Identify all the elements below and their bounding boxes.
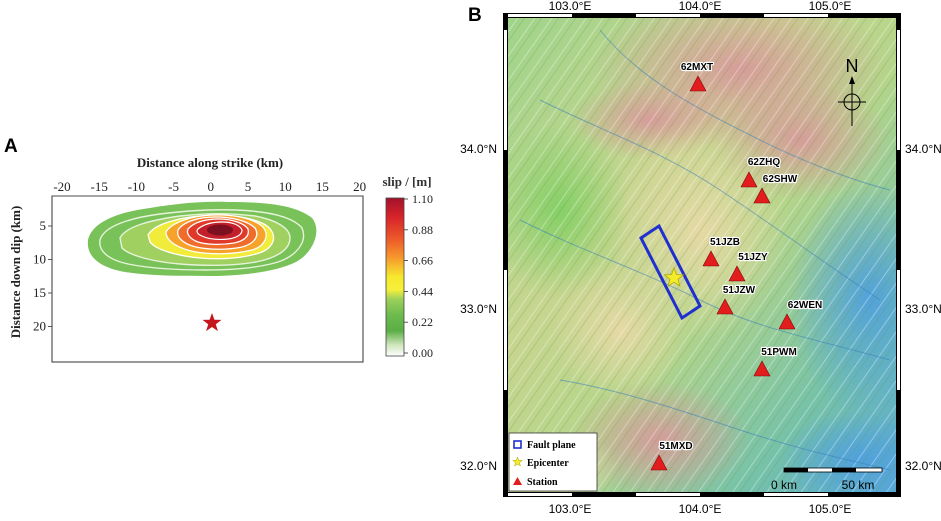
map-legend: Fault plane Epicenter Station [508, 432, 598, 492]
station-triangle [740, 171, 758, 188]
station-label: 51JZB [710, 237, 740, 248]
scale-end-label: 50 km [842, 478, 875, 492]
longitude-labels-bottom: 103.0°E 104.0°E 105.0°E [549, 502, 852, 516]
y-tick-labels: 5 10 15 20 [33, 218, 52, 334]
map-frame-border [504, 14, 900, 496]
y-tick-label: 20 [33, 319, 46, 334]
y-tick-label: 15 [33, 285, 46, 300]
station-51jzb: 51JZB [702, 236, 741, 267]
x-tick-label: 15 [316, 179, 329, 194]
lat-label-left: 32.0°N [460, 459, 497, 473]
y-tick-label: 10 [33, 252, 46, 267]
x-tick-label: 20 [353, 179, 366, 194]
lat-label-left: 33.0°N [460, 302, 497, 316]
station-label: 62SHW [763, 174, 798, 185]
lat-label-right: 34.0°N [905, 142, 941, 156]
legend-fault-plane: Fault plane [527, 440, 576, 451]
x-tick-label: -5 [168, 179, 179, 194]
panel-a: A Distance along strike (km) -20 -15 -10 -5… [4, 136, 433, 363]
latitude-labels-right: 34.0°N 33.0°N 32.0°N [905, 142, 941, 473]
north-label: N [846, 56, 859, 76]
station-label: 62MXT [681, 62, 713, 73]
lat-label-right: 32.0°N [905, 459, 941, 473]
x-tick-label: -20 [53, 179, 70, 194]
colorbar-tick-label: 1.10 [412, 192, 433, 206]
fault-plane-legend-icon [513, 440, 522, 449]
station-triangle [753, 187, 771, 204]
colorbar-tick-labels: 1.10 0.88 0.66 0.44 0.22 0.00 [404, 192, 433, 360]
station-51jzy: 51JZY [728, 251, 769, 282]
slip-distribution [87, 201, 317, 276]
lon-label-top: 105.0°E [809, 0, 852, 13]
colorbar-tick-label: 0.88 [412, 223, 433, 237]
x-tick-label: 5 [245, 179, 252, 194]
panel-b-label: B [468, 5, 482, 26]
station-label: 51MXD [659, 441, 692, 452]
station-label: 51JZY [738, 252, 768, 263]
colorbar-tick-label: 0.44 [412, 284, 433, 298]
lat-label-right: 33.0°N [905, 302, 941, 316]
station-label: 51PWM [761, 347, 797, 358]
x-axis-title: Distance along strike (km) [137, 155, 283, 170]
colorbar-tick-label: 0.00 [412, 346, 433, 360]
colorbar-tick-label: 0.22 [412, 315, 433, 329]
panel-a-label: A [4, 136, 18, 157]
lon-label-bottom: 104.0°E [679, 502, 722, 516]
lon-label-bottom: 105.0°E [809, 502, 852, 516]
y-tick-label: 5 [40, 218, 47, 233]
station-triangle [689, 75, 707, 92]
epicenter-star-b [663, 266, 685, 288]
station-51mxd: 51MXD [650, 440, 694, 471]
station-triangle [728, 265, 746, 282]
lon-label-top: 104.0°E [679, 0, 722, 13]
station-label: 51JZW [723, 285, 756, 296]
station-label: 62WEN [788, 300, 822, 311]
x-tick-label: 10 [279, 179, 292, 194]
station-legend-icon [513, 477, 522, 485]
station-triangle [716, 298, 734, 315]
legend-station: Station [527, 477, 558, 488]
x-tick-label: -15 [91, 179, 108, 194]
station-62mxt: 62MXT [680, 61, 714, 92]
x-tick-label: -10 [128, 179, 145, 194]
station-triangle [753, 360, 771, 377]
latitude-labels-left: 34.0°N 33.0°N 32.0°N [460, 142, 497, 473]
scale-zero-label: 0 km [771, 478, 797, 492]
lon-label-bottom: 103.0°E [549, 502, 592, 516]
longitude-labels-top: 103.0°E 104.0°E 105.0°E [549, 0, 852, 13]
stations: 62MXT 62ZHQ 62SHW 51JZB 51JZY 51JZW 62WEN 51PWM… [650, 61, 823, 471]
station-triangle [778, 313, 796, 330]
station-label: 62ZHQ [748, 157, 780, 168]
north-arrow: N [838, 56, 866, 126]
colorbar-title: slip / [m] [382, 174, 431, 189]
lon-label-top: 103.0°E [549, 0, 592, 13]
station-triangle [650, 454, 668, 471]
colorbar-tick-label: 0.66 [412, 254, 433, 268]
station-62wen: 62WEN [778, 299, 823, 330]
x-tick-label: 0 [208, 179, 215, 194]
y-axis-title: Distance down dip (km) [8, 206, 23, 339]
station-51jzw: 51JZW [716, 284, 757, 315]
station-62shw: 62SHW [753, 173, 799, 204]
station-51pwm: 51PWM [753, 346, 798, 377]
station-62zhq: 62ZHQ [740, 156, 781, 188]
epicenter-star-a [202, 313, 222, 332]
epicenter-legend-icon [512, 456, 523, 467]
colorbar [385, 197, 405, 357]
panel-b: B 103.0°E 104.0°E 1 [460, 0, 941, 516]
legend-epicenter: Epicenter [527, 458, 569, 469]
x-tick-labels: -20 -15 -10 -5 0 5 10 15 20 [53, 179, 366, 194]
station-triangle [702, 250, 720, 267]
lat-label-left: 34.0°N [460, 142, 497, 156]
scale-bar: 0 km 50 km [771, 467, 883, 492]
fault-plane [639, 223, 702, 321]
